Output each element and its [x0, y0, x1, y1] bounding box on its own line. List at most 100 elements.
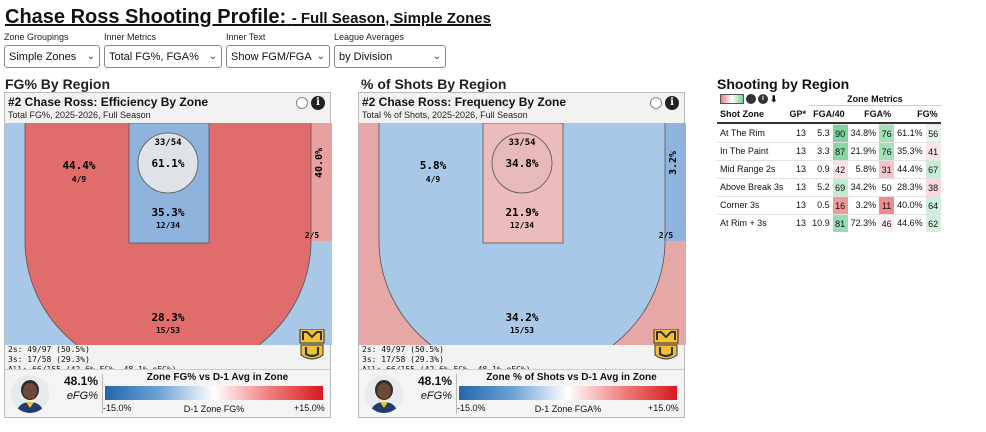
- cell-fgapct-pctile: 76: [879, 142, 895, 160]
- corner-value-label: 3.2%: [668, 151, 679, 175]
- cell-fgapct-pctile: 50: [879, 178, 895, 196]
- cell-fga40: 0.5: [809, 195, 833, 214]
- zone-groupings-control: Zone Groupings Simple Zones ⌄: [4, 32, 100, 68]
- cell-fgapct-pctile: 76: [879, 124, 895, 142]
- cell-fga40-pctile: 81: [832, 214, 848, 232]
- mid-value-label: 5.8%: [420, 159, 447, 172]
- cell-fgp: 35.3%: [894, 141, 926, 160]
- download-icon[interactable]: ⬇: [770, 93, 778, 104]
- zone-metrics-header: Zone Metrics: [809, 93, 941, 106]
- efg-label: eFG%: [66, 390, 98, 402]
- cell-fgp-pctile: 41: [925, 142, 941, 160]
- rim-zone: [491, 132, 553, 194]
- efg-label: eFG%: [420, 390, 452, 402]
- cell-fga40: 3.3: [809, 141, 833, 160]
- cell-fgapct: 34.8%: [847, 122, 880, 142]
- cell-fga40: 5.2: [809, 177, 833, 196]
- chevron-down-icon: ⌄: [86, 51, 95, 62]
- paint-attempts-label: 12/34: [510, 221, 534, 230]
- subtitle-zones[interactable]: Simple Zones: [393, 10, 491, 27]
- subtitle-prefix: -: [291, 10, 301, 27]
- cell-fgp: 28.3%: [894, 177, 926, 196]
- legend-title: Zone % of Shots vs D-1 Avg in Zone: [486, 372, 657, 383]
- col-gp[interactable]: GP*: [786, 105, 810, 124]
- three-attempts-label: 15/53: [510, 326, 534, 335]
- corner-attempts-label: 2/5: [305, 231, 320, 240]
- cell-fga40: 5.3: [809, 122, 833, 142]
- inner-metrics-select[interactable]: Total FG%, FGA% ⌄: [104, 45, 222, 68]
- legend-low-label: -15.0%: [457, 403, 486, 413]
- table-row: At Rim + 3s 13 10.9 81 72.3% 46 44.6% 62: [717, 213, 941, 232]
- efficiency-section-title: FG% By Region: [5, 76, 111, 92]
- cell-fga40-pctile: 87: [832, 142, 848, 160]
- cell-fgapct-pctile: 46: [879, 214, 895, 232]
- col-fgapct[interactable]: FGA%: [847, 105, 895, 124]
- footer-divider: [102, 374, 103, 414]
- league-averages-label: League Averages: [334, 32, 404, 42]
- corner-right-zone: [311, 123, 332, 241]
- cell-zone: Above Break 3s: [717, 177, 787, 196]
- cell-zone: In The Paint: [717, 141, 787, 160]
- three-point-line: [378, 123, 666, 345]
- inner-metrics-value: Total FG%, FGA%: [109, 50, 199, 63]
- cell-gp: 13: [786, 159, 810, 178]
- efficiency-chart-title: #2 Chase Ross: Efficiency By Zone: [8, 95, 209, 109]
- legend-mid-label: D-1 Zone FGA%: [534, 404, 602, 414]
- league-averages-value: by Division: [339, 50, 393, 63]
- rim-attempts-label: 33/54: [154, 138, 182, 148]
- cell-gp: 13: [786, 141, 810, 160]
- cell-fga40-pctile: 42: [832, 160, 848, 178]
- paint-attempts-label: 12/34: [156, 221, 180, 230]
- inner-text-select[interactable]: Show FGM/FGA ⌄: [226, 45, 330, 68]
- page-title-main: Chase Ross Shooting Profile:: [5, 6, 287, 28]
- table-row: Above Break 3s 13 5.2 69 34.2% 50 28.3% 38: [717, 177, 941, 196]
- stat-2s: 2s: 49/97 (50.5%): [8, 345, 90, 354]
- player-avatar: [365, 375, 403, 413]
- cell-fga40-pctile: 69: [832, 178, 848, 196]
- cell-fgapct: 72.3%: [847, 213, 880, 232]
- col-shot-zone[interactable]: Shot Zone: [717, 105, 787, 124]
- three-value-label: 28.3%: [151, 311, 184, 324]
- rim-value-label: 61.1%: [151, 157, 184, 170]
- cell-fgapct: 34.2%: [847, 177, 880, 196]
- mid-attempts-label: 4/9: [72, 175, 87, 184]
- cell-fgp-pctile: 62: [925, 214, 941, 232]
- cell-fgapct: 3.2%: [847, 195, 880, 214]
- inner-metrics-control: Inner Metrics Total FG%, FGA% ⌄: [104, 32, 222, 68]
- efficiency-card: #2 Chase Ross: Efficiency By Zone Total …: [4, 92, 332, 418]
- inner-text-value: Show FGM/FGA: [231, 50, 312, 63]
- zone-groupings-label: Zone Groupings: [4, 32, 69, 42]
- league-averages-select[interactable]: by Division ⌄: [334, 45, 446, 68]
- color-scale-icon[interactable]: [720, 94, 744, 105]
- paint-value-label: 21.9%: [505, 206, 538, 219]
- shooting-table: i ⬇ Zone Metrics Shot Zone GP* FGA/40 FG…: [717, 93, 941, 232]
- subtitle-season[interactable]: Full Season: [300, 10, 386, 27]
- corner-attempts-label: 2/5: [659, 231, 674, 240]
- marquette-logo-icon: [653, 329, 679, 360]
- chevron-down-icon: ⌄: [208, 51, 217, 62]
- info-icon[interactable]: i: [665, 96, 679, 110]
- three-value-label: 34.2%: [505, 311, 538, 324]
- corner-left-zone: [359, 123, 379, 241]
- zone-groupings-select[interactable]: Simple Zones ⌄: [4, 45, 100, 68]
- col-fga40[interactable]: FGA/40: [809, 105, 848, 124]
- subtitle-sep: ,: [385, 10, 394, 27]
- toggle-icon[interactable]: [746, 94, 756, 105]
- info-icon[interactable]: i: [758, 94, 768, 105]
- cell-fgp-pctile: 64: [925, 196, 941, 214]
- cell-fgapct: 21.9%: [847, 141, 880, 160]
- legend-title: Zone FG% vs D-1 Avg in Zone: [146, 372, 289, 383]
- player-avatar: [11, 375, 49, 413]
- cell-zone: Mid Range 2s: [717, 159, 787, 178]
- efg-value: 48.1%: [63, 374, 98, 388]
- toggle-circle-icon[interactable]: [650, 97, 662, 109]
- cell-gp: 13: [786, 213, 810, 232]
- frequency-section-title: % of Shots By Region: [361, 76, 507, 92]
- col-fgp[interactable]: FG%: [894, 105, 941, 124]
- cell-fga40-pctile: 90: [832, 124, 848, 142]
- toggle-circle-icon[interactable]: [296, 97, 308, 109]
- cell-fga40: 10.9: [809, 213, 833, 232]
- table-row: Corner 3s 13 0.5 16 3.2% 11 40.0% 64: [717, 195, 941, 214]
- info-icon[interactable]: i: [311, 96, 325, 110]
- stat-2s: 2s: 49/97 (50.5%): [362, 345, 444, 354]
